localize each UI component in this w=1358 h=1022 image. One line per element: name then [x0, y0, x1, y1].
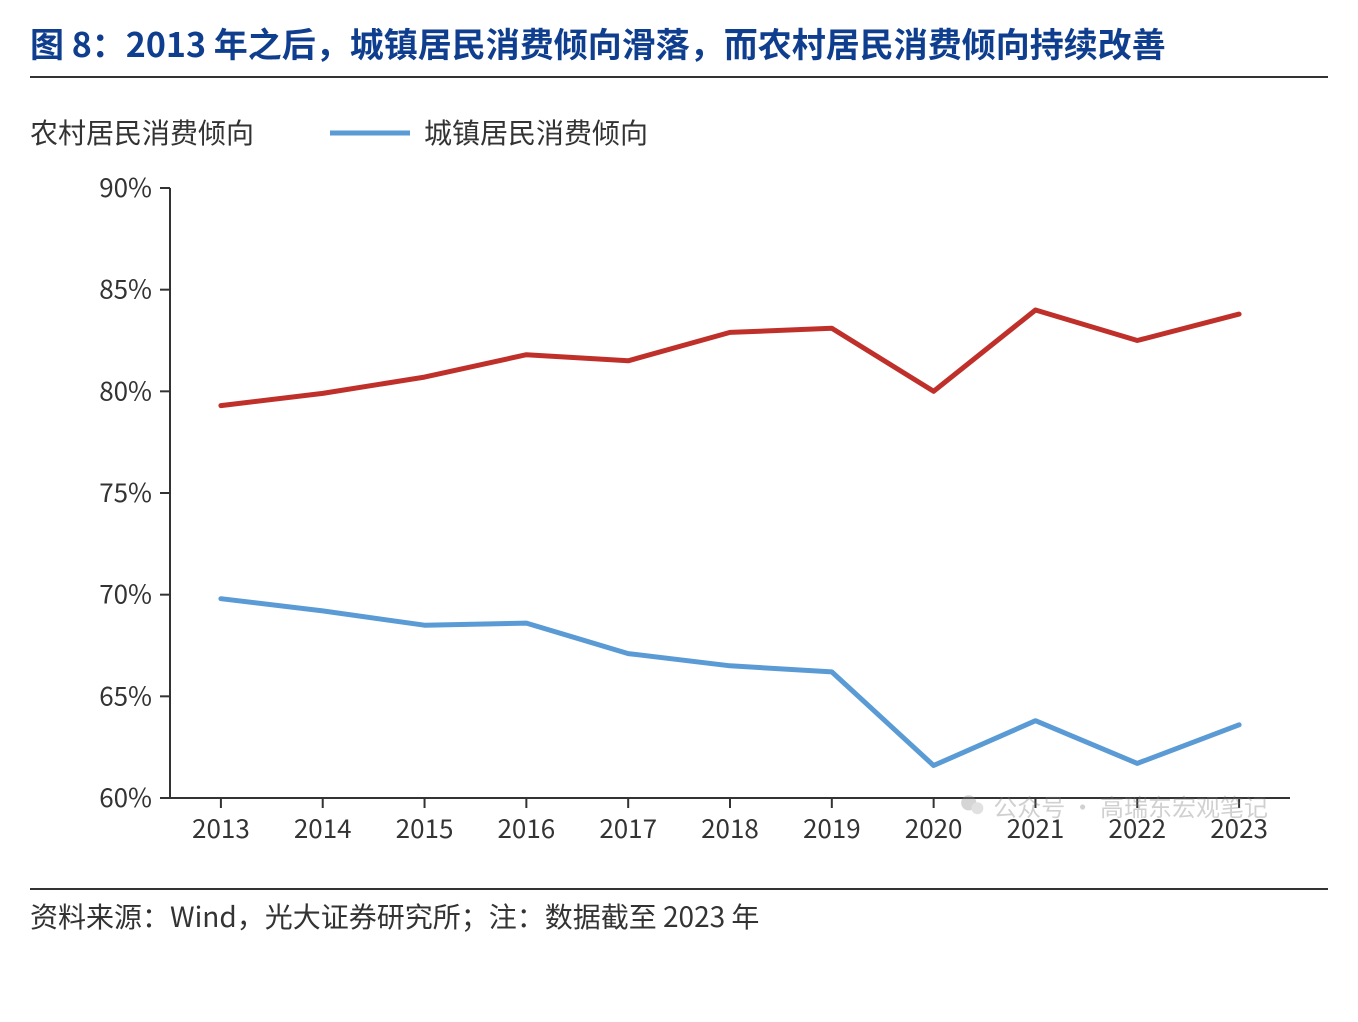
x-tick-label: 2016 — [497, 809, 555, 846]
wechat-icon — [959, 792, 985, 818]
y-tick-label: 80% — [99, 371, 152, 408]
watermark: 公众号 · 高瑞东宏观笔记 — [959, 788, 1268, 823]
x-tick-label: 2020 — [905, 809, 963, 846]
bottom-rule — [30, 888, 1328, 890]
series-rural — [221, 310, 1239, 406]
y-tick-label: 70% — [99, 575, 152, 612]
chart-source: 资料来源：Wind，光大证券研究所；注：数据截至 2023 年 — [30, 896, 1328, 936]
legend-label-rural: 农村居民消费倾向 — [30, 112, 254, 152]
y-tick-label: 90% — [99, 168, 152, 205]
chart-title: 图 8：2013 年之后，城镇居民消费倾向滑落，而农村居民消费倾向持续改善 — [30, 20, 1328, 66]
line-chart-svg: 60% 65% 70% 75% 80% 85% 90% 2013 2014 2015 2016 201… — [30, 78, 1328, 878]
x-tick-label: 2018 — [701, 809, 759, 846]
legend-label-urban: 城镇居民消费倾向 — [424, 112, 648, 152]
chart-area: 60% 65% 70% 75% 80% 85% 90% 2013 2014 2015 2016 201… — [30, 78, 1328, 878]
y-tick-label: 65% — [99, 676, 152, 713]
x-tick-label: 2017 — [599, 809, 657, 846]
x-tick-label: 2019 — [803, 809, 861, 846]
y-tick-label: 60% — [99, 778, 152, 815]
x-tick-label: 2013 — [192, 809, 250, 846]
series-urban — [221, 599, 1239, 766]
y-tick-label: 75% — [99, 473, 152, 510]
watermark-text: 公众号 · 高瑞东宏观笔记 — [993, 788, 1268, 823]
y-tick-label: 85% — [99, 270, 152, 307]
x-tick-label: 2014 — [294, 809, 352, 846]
x-tick-label: 2015 — [396, 809, 454, 846]
